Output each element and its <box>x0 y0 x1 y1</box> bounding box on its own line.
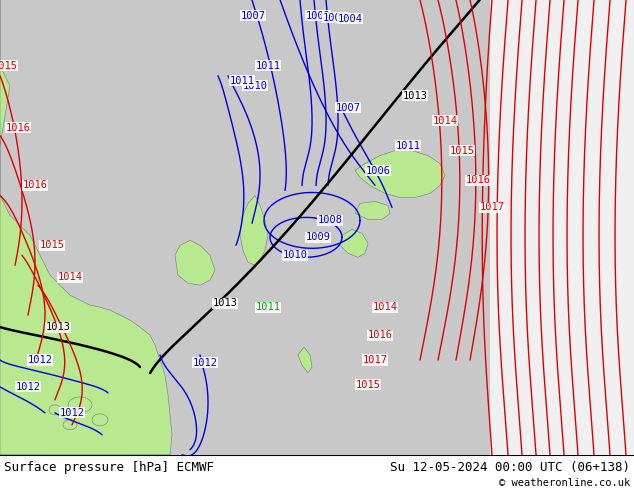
Text: 1017: 1017 <box>479 202 505 213</box>
Polygon shape <box>240 196 268 265</box>
Text: 1006: 1006 <box>365 166 391 175</box>
Text: 1011: 1011 <box>230 76 254 86</box>
Bar <box>490 0 634 455</box>
Text: © weatheronline.co.uk: © weatheronline.co.uk <box>499 478 630 488</box>
Text: 1002: 1002 <box>306 11 330 21</box>
Text: 1011: 1011 <box>256 302 280 312</box>
Text: 1012: 1012 <box>15 382 41 392</box>
Text: 1003: 1003 <box>323 13 347 23</box>
Polygon shape <box>63 420 77 430</box>
Text: 1013: 1013 <box>212 298 238 308</box>
Polygon shape <box>355 150 445 197</box>
Text: 1011: 1011 <box>256 61 280 71</box>
Polygon shape <box>92 414 108 426</box>
Text: Su 12-05-2024 00:00 UTC (06+138): Su 12-05-2024 00:00 UTC (06+138) <box>390 461 630 474</box>
Text: 1014: 1014 <box>373 302 398 312</box>
Text: 1014: 1014 <box>432 116 458 125</box>
Polygon shape <box>298 347 312 373</box>
Text: 1016: 1016 <box>368 330 392 340</box>
Text: 1016: 1016 <box>6 122 30 133</box>
Text: 1015: 1015 <box>0 61 18 71</box>
Text: 1016: 1016 <box>22 180 48 191</box>
Text: 1010: 1010 <box>283 250 307 260</box>
Polygon shape <box>0 0 172 455</box>
Text: 1016: 1016 <box>465 175 491 186</box>
Text: 1013: 1013 <box>46 322 70 332</box>
Text: 1013: 1013 <box>403 91 427 101</box>
Text: 1015: 1015 <box>356 380 380 390</box>
Text: 1015: 1015 <box>39 240 65 250</box>
Text: 1012: 1012 <box>27 355 53 365</box>
Polygon shape <box>340 229 368 257</box>
Text: 1009: 1009 <box>306 232 330 243</box>
Text: 1017: 1017 <box>363 355 387 365</box>
Text: 1007: 1007 <box>335 103 361 113</box>
Text: 1010: 1010 <box>242 81 268 91</box>
Text: 1011: 1011 <box>396 141 420 150</box>
Text: 1012: 1012 <box>193 358 217 368</box>
Polygon shape <box>68 397 92 413</box>
Text: 1012: 1012 <box>60 408 84 418</box>
Polygon shape <box>175 240 215 285</box>
Text: 1014: 1014 <box>58 272 82 282</box>
Text: 1015: 1015 <box>450 146 474 156</box>
Text: 1004: 1004 <box>337 14 363 24</box>
Polygon shape <box>355 201 390 220</box>
Polygon shape <box>49 405 61 415</box>
Text: 1007: 1007 <box>240 11 266 21</box>
Text: Surface pressure [hPa] ECMWF: Surface pressure [hPa] ECMWF <box>4 461 214 474</box>
Text: 1008: 1008 <box>318 216 342 225</box>
